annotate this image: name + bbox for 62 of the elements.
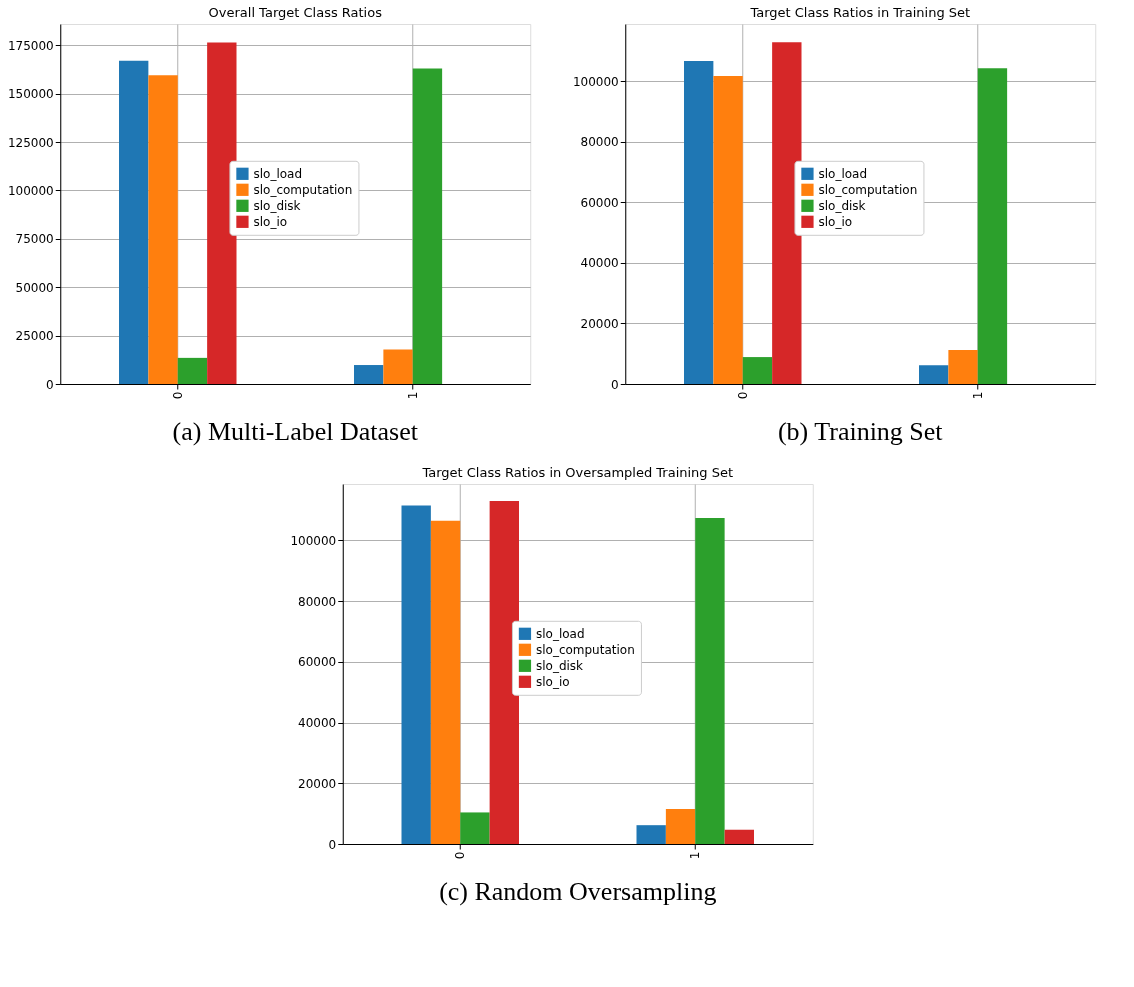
legend-label: slo_load <box>535 626 585 641</box>
legend-label: slo_disk <box>253 198 301 213</box>
y-tick-label: 40000 <box>298 716 337 731</box>
bar <box>412 68 443 384</box>
chart-title: Target Class Ratios in Training Set <box>749 5 971 20</box>
y-tick-label: 40000 <box>580 256 619 271</box>
bar <box>742 357 773 384</box>
bar <box>948 350 978 384</box>
y-tick-label: 175000 <box>7 38 54 53</box>
bar <box>383 349 413 384</box>
text: (a) Multi-Label Dataset <box>172 417 419 446</box>
legend-label: slo_load <box>253 166 303 181</box>
y-tick-label: 100000 <box>290 533 337 548</box>
y-tick-label: 50000 <box>15 280 54 295</box>
legend-label: slo_computation <box>253 182 353 197</box>
x-tick-label: 1 <box>970 391 985 400</box>
bar <box>430 520 461 844</box>
y-tick-label: 25000 <box>15 329 54 344</box>
y-tick-label: 150000 <box>7 87 54 102</box>
bar <box>665 809 696 844</box>
legend-label: slo_io <box>253 214 288 229</box>
y-tick-label: 100000 <box>572 74 619 89</box>
legend-label: slo_disk <box>535 658 584 673</box>
text: (c) Random Oversampling <box>439 877 717 906</box>
legend-label: slo_io <box>818 214 853 229</box>
y-tick-label: 20000 <box>298 776 337 791</box>
y-tick-label: 80000 <box>298 594 337 609</box>
bar <box>636 825 666 844</box>
y-tick-label: 60000 <box>298 655 337 670</box>
y-tick-label: 75000 <box>15 232 54 247</box>
bar <box>148 75 178 384</box>
bar <box>713 76 743 384</box>
bar <box>489 501 519 844</box>
legend-label: slo_load <box>818 166 868 181</box>
x-tick-label: 1 <box>688 851 703 860</box>
chart-title: Target Class Ratios in Oversampled Training Set <box>421 465 734 480</box>
chart-title: Overall Target Class Ratios <box>208 5 383 20</box>
y-tick-label: 20000 <box>580 317 619 331</box>
bar <box>460 812 490 844</box>
legend-label: slo_computation <box>535 642 635 657</box>
bar <box>177 357 208 384</box>
y-tick-label: 80000 <box>580 135 619 150</box>
y-tick-label: 100000 <box>7 183 54 198</box>
legend-label: slo_disk <box>818 198 866 213</box>
x-tick-label: 0 <box>735 391 750 400</box>
text: (b) Training Set <box>777 417 944 446</box>
bar <box>919 365 949 384</box>
bar <box>772 42 802 384</box>
bar <box>695 518 725 844</box>
bar <box>119 60 149 384</box>
bar <box>977 68 1008 384</box>
y-tick-label: 125000 <box>7 135 54 150</box>
bar <box>401 505 431 844</box>
bar <box>354 365 384 384</box>
legend-label: slo_io <box>535 674 570 689</box>
x-tick-label: 0 <box>170 391 185 400</box>
bar <box>207 42 237 384</box>
x-tick-label: 1 <box>405 391 420 400</box>
legend-label: slo_computation <box>818 182 918 197</box>
bar <box>684 60 714 384</box>
y-tick-label: 60000 <box>580 195 619 210</box>
bar <box>724 829 754 844</box>
